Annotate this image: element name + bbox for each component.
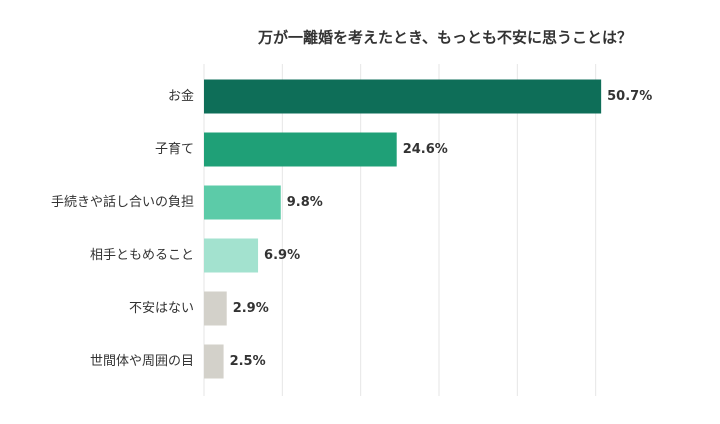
bar (204, 291, 227, 326)
value-label: 6.9% (264, 248, 300, 263)
y-tick-label: 世間体や周囲の目 (90, 354, 194, 369)
bar (204, 132, 397, 167)
chart-title: 万が一離婚を考えたとき、もっとも不安に思うことは？ (257, 29, 632, 47)
value-label: 2.9% (233, 301, 269, 316)
bar (204, 185, 281, 220)
value-label: 2.5% (230, 354, 266, 369)
bar (204, 344, 224, 379)
y-tick-label: 手続きや話し合いの負担 (51, 194, 194, 210)
y-tick-label: 子育て (155, 141, 194, 157)
bar (204, 79, 602, 114)
y-tick-label: 不安はない (129, 301, 194, 316)
value-label: 24.6% (403, 142, 448, 157)
bar (204, 238, 259, 273)
y-tick-label: お金 (168, 88, 194, 104)
value-label: 9.8% (287, 195, 323, 210)
value-label: 50.7% (607, 89, 652, 104)
y-tick-label: 相手ともめること (90, 248, 194, 263)
